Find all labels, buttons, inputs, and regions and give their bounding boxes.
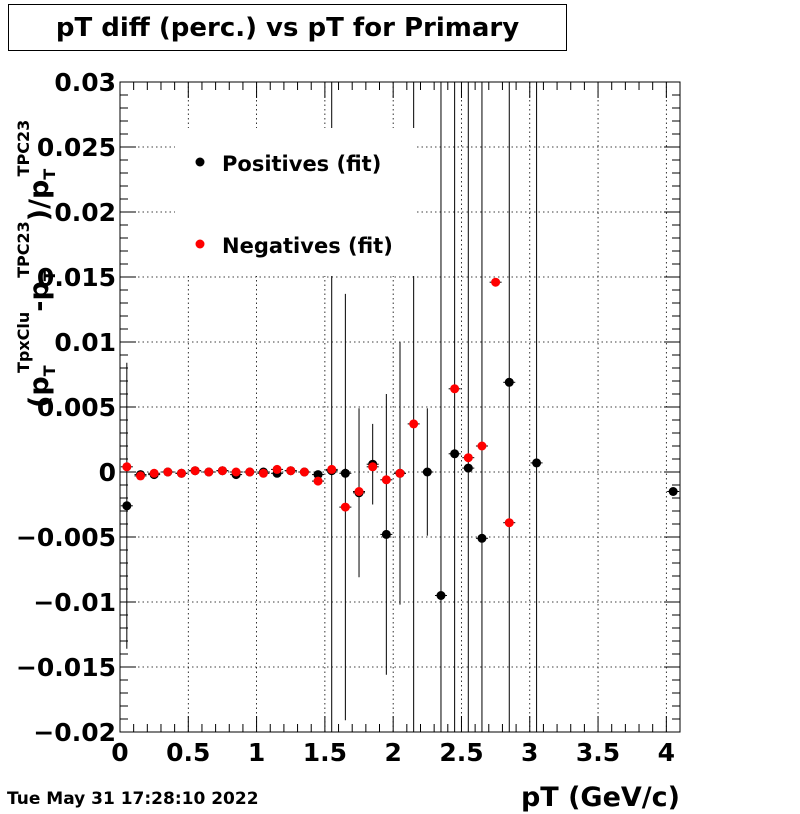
data-point-negatives [327,464,337,474]
data-point-negatives [286,466,296,476]
x-axis-label: pT (GeV/c) [521,782,680,813]
data-point-negatives [395,468,405,478]
x-tick-label: 0 [111,738,128,767]
data-point-negatives [368,462,378,472]
data-point-negatives [504,518,514,528]
legend-box [175,128,415,276]
ylabel-mid: -p [24,281,55,312]
data-point-negatives [409,419,419,429]
y-tick-label: 0.005 [37,393,116,422]
data-point-negatives [381,475,391,485]
data-point-negatives [272,464,282,474]
x-tick-label: 3.5 [576,738,620,767]
y-tick-label: −0.005 [16,523,116,552]
data-point-positives [450,449,460,459]
legend-marker-positives [195,157,205,167]
x-tick-label: 2.5 [439,738,483,767]
y-tick-label: 0.01 [54,328,116,357]
legend-label-positives: Positives (fit) [222,152,381,176]
data-point-positives [381,529,391,539]
data-points [122,277,678,600]
x-tick-label: 1 [248,738,265,767]
data-point-positives [436,591,446,600]
y-tick-label: 0.025 [37,133,116,162]
data-point-positives [477,533,487,543]
y-tick-labels: −0.02 −0.015 −0.01 −0.005 0 0.005 0.01 0.015 0.0… [16,68,116,747]
data-point-negatives [231,467,241,477]
data-point-negatives [313,476,323,486]
data-point-positives [504,377,514,387]
data-point-negatives [477,441,487,451]
data-point-positives [122,501,132,511]
data-point-negatives [299,467,309,477]
data-point-negatives [354,487,364,496]
data-point-negatives [190,466,200,476]
y-tick-label: −0.015 [16,653,116,682]
data-point-positives [668,487,678,496]
data-point-negatives [122,462,132,472]
x-tick-label: 3 [521,738,538,767]
data-point-positives [313,470,323,480]
x-tick-label: 1.5 [303,738,347,767]
ylabel-sub1: T [40,365,59,376]
data-point-negatives [204,467,214,477]
chart-title: pT diff (perc.) vs pT for Primary [8,4,567,51]
data-point-negatives [149,468,159,478]
y-tick-label: −0.01 [33,588,116,617]
ylabel-sup3: TPC23 [14,120,33,177]
ylabel-sub2: T [40,270,59,281]
data-point-negatives [245,467,255,477]
data-point-negatives [491,277,501,287]
y-tick-label: 0.03 [54,68,116,97]
data-point-positives [422,467,432,477]
ylabel-open: (p [24,376,55,408]
data-point-negatives [450,384,460,394]
data-point-negatives [163,467,173,477]
data-point-negatives [340,502,350,512]
x-tick-label: 2 [384,738,401,767]
x-tick-labels: 0 0.5 1 1.5 2 2.5 3 3.5 4 [111,738,675,767]
ylabel-sub3: T [40,168,59,179]
y-tick-label: 0.015 [37,263,116,292]
data-point-negatives [176,468,186,478]
x-tick-label: 0.5 [166,738,210,767]
data-point-negatives [463,453,473,463]
data-point-positives [463,463,473,473]
y-axis-label-text: (pTTpxClu-pTTPC23)/pTTPC23 [14,120,59,408]
legend-marker-negatives [195,239,205,249]
ylabel-close: )/p [24,180,55,222]
timestamp: Tue May 31 17:28:10 2022 [7,789,259,809]
y-tick-label: −0.02 [33,718,116,747]
axis-ticks [119,81,680,733]
legend: Positives (fit) Negatives (fit) [175,128,415,276]
x-tick-label: 4 [658,738,675,767]
y-axis-label: (pTTpxClu-pTTPC23)/pTTPC23 [14,120,59,408]
ylabel-sup1: TpxClu [14,312,33,373]
ylabel-sup2: TPC23 [14,221,33,278]
data-point-negatives [217,466,227,476]
data-point-negatives [258,468,268,478]
data-point-positives [532,458,542,468]
data-point-positives [340,468,350,478]
legend-label-negatives: Negatives (fit) [222,234,393,258]
data-point-negatives [135,471,145,481]
y-tick-label: 0.02 [54,198,116,227]
y-tick-label: 0 [99,458,116,487]
